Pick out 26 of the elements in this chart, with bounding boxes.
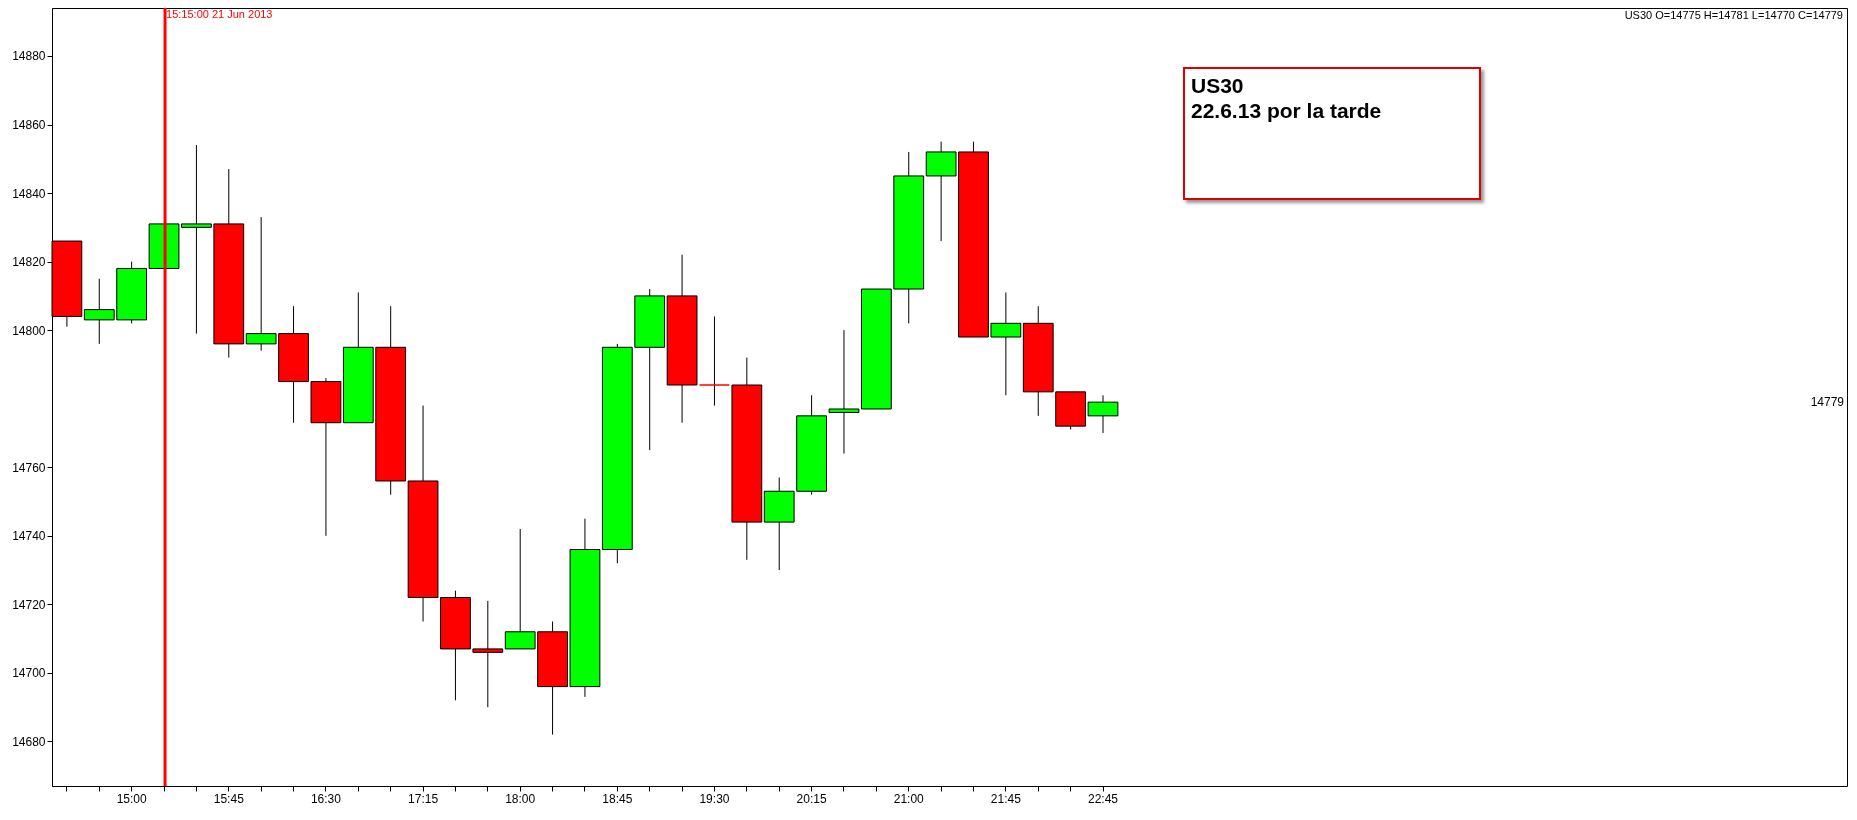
x-tick-label: 18:45	[602, 791, 633, 806]
text: US30 O=14775 H=14781 L=14770 C=14779	[1624, 9, 1843, 21]
x-tick-label: 21:45	[990, 791, 1022, 806]
y-tick-label: 14860	[12, 118, 46, 133]
x-tick-label: 19:30	[699, 791, 730, 806]
y-tick-label: 14840	[12, 186, 46, 201]
x-tick-label: 16:30	[310, 791, 342, 806]
x-tick-label: 15:00	[116, 791, 147, 806]
y-tick-label: 14680	[12, 734, 46, 749]
x-tick-label: 17:15	[408, 791, 439, 806]
x-tick-label: 15:45	[213, 791, 245, 806]
y-tick-label: 14760	[12, 460, 46, 475]
x-tick-label: 22:45	[1087, 791, 1119, 806]
y-tick-label: 14740	[12, 529, 46, 544]
y-tick-label: 14720	[12, 597, 46, 612]
y-tick-label: 14880	[12, 49, 46, 64]
text: 15:15:00 21 Jun 2013	[166, 8, 273, 20]
y-tick-label: 14800	[12, 323, 46, 338]
text: 14779	[1810, 395, 1845, 410]
x-tick-label: 21:00	[893, 791, 925, 806]
candlestick	[699, 315, 730, 407]
x-tick-label: 20:15	[796, 791, 827, 806]
y-tick-label: 14820	[12, 255, 46, 270]
x-tick-label: 18:00	[505, 791, 536, 806]
note-box: US30 22.6.13 por la tarde	[1183, 67, 1481, 200]
y-tick-label: 14700	[12, 666, 46, 681]
